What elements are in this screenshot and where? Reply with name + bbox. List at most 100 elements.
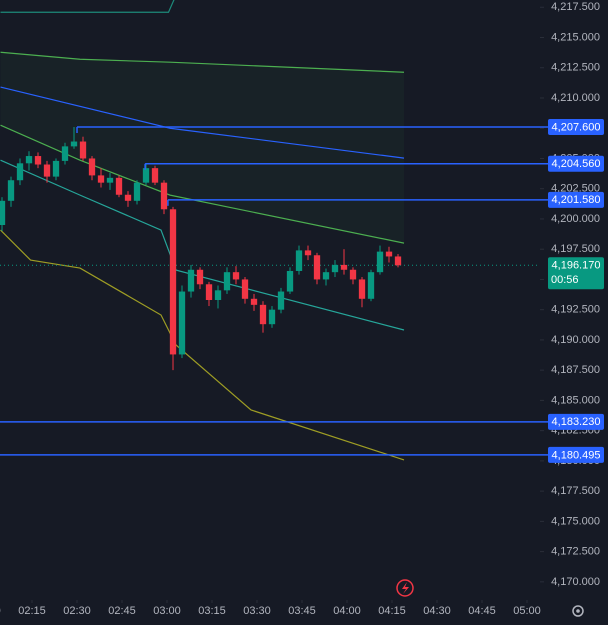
candle-body <box>250 298 258 305</box>
y-tick-label: 4,200.000 <box>551 213 600 225</box>
candle-body <box>322 272 330 280</box>
y-tick-label: 4,202.500 <box>551 183 600 195</box>
candle-body <box>349 269 357 280</box>
candle-body <box>151 168 159 183</box>
candle-body <box>340 264 348 270</box>
candle-body <box>124 194 132 201</box>
candle-body <box>367 272 375 299</box>
indicator-line <box>0 159 405 331</box>
candle-body <box>178 291 186 355</box>
settings-icon[interactable] <box>572 605 584 617</box>
candle-body <box>313 255 321 280</box>
candle-body <box>88 158 96 176</box>
countdown-label: 00:56 <box>551 274 579 286</box>
candle-body <box>79 141 87 159</box>
gear-ring <box>572 605 584 617</box>
last-price-label: 4,196.170 <box>552 260 601 272</box>
candle-body <box>52 160 60 177</box>
candle-body <box>169 209 177 355</box>
candle-body <box>331 264 339 273</box>
candle-body <box>196 269 204 285</box>
candle-body <box>232 272 240 280</box>
x-tick-label: 03:00 <box>153 605 181 617</box>
x-tick-label: 02:45 <box>108 605 136 617</box>
y-tick-label: 4,175.000 <box>551 515 600 527</box>
price-label: 4,180.495 <box>552 449 601 461</box>
indicator-line <box>0 124 405 244</box>
indicator-line <box>0 0 175 13</box>
y-tick-label: 4,190.000 <box>551 334 600 346</box>
x-tick-label: 05:00 <box>513 605 541 617</box>
price-label-box <box>548 191 604 208</box>
candle-body <box>142 168 150 183</box>
icon-ring <box>396 579 414 597</box>
y-tick-label: 4,197.500 <box>551 243 600 255</box>
y-tick-label: 4,172.500 <box>551 546 600 558</box>
candle-body <box>385 251 393 257</box>
price-label-box <box>548 119 604 136</box>
x-tick-label: 02:15 <box>18 605 46 617</box>
x-tick-label: 03:30 <box>243 605 271 617</box>
candle-body <box>277 291 285 310</box>
candle-body <box>115 177 123 195</box>
candle-body <box>106 177 114 183</box>
y-tick-label: 4,192.500 <box>551 304 600 316</box>
candle-body <box>205 284 213 300</box>
candle-body <box>268 309 276 325</box>
price-label-box <box>548 413 604 430</box>
candle-body <box>70 141 78 147</box>
candle-body <box>241 279 249 299</box>
y-tick-label: 4,187.500 <box>551 364 600 376</box>
candle-body <box>25 156 33 164</box>
candle-body <box>7 180 15 201</box>
candle-body <box>259 304 267 325</box>
x-tick-label: 04:45 <box>468 605 496 617</box>
candle-body <box>133 182 141 201</box>
indicator-line <box>0 51 405 73</box>
candle-body <box>16 163 24 181</box>
price-label: 4,201.580 <box>552 194 601 206</box>
x-tick-label: 02:30 <box>63 605 91 617</box>
indicator-line <box>0 229 405 461</box>
icon-bolt <box>402 582 409 594</box>
price-label: 4,207.600 <box>552 121 601 133</box>
last-price-box <box>548 257 604 290</box>
indicator-line <box>0 86 405 159</box>
y-tick-label: 4,177.500 <box>551 485 600 497</box>
price-label-box <box>548 155 604 172</box>
candle-body <box>376 251 384 273</box>
x-tick-label: 03:45 <box>288 605 316 617</box>
price-label: 4,204.560 <box>552 158 601 170</box>
price-label: 4,183.230 <box>552 416 601 428</box>
candle-body <box>61 146 69 161</box>
y-tick-label: 4,212.500 <box>551 62 600 74</box>
x-tick-label: 04:00 <box>333 605 361 617</box>
y-tick-label: 4,185.000 <box>551 394 600 406</box>
candle-body <box>43 164 51 177</box>
y-tick-label: 4,170.000 <box>551 576 600 588</box>
candle-body <box>97 175 105 183</box>
plot-area <box>0 0 540 461</box>
x-tick-label: 04:15 <box>378 605 406 617</box>
candle-body <box>304 250 312 256</box>
candle-body <box>187 269 195 292</box>
gear-center <box>576 609 580 613</box>
y-tick-label: 4,217.500 <box>551 1 600 13</box>
x-tick-label: 03:15 <box>198 605 226 617</box>
candle-body <box>0 200 6 225</box>
price-label-box <box>548 446 604 463</box>
lightning-icon[interactable] <box>396 579 414 597</box>
candle-body <box>394 256 402 266</box>
candle-body <box>214 290 222 300</box>
band-fill <box>0 52 405 244</box>
y-tick-label: 4,215.000 <box>551 31 600 43</box>
candle-body <box>358 279 366 299</box>
candle-body <box>286 270 294 292</box>
candle-body <box>223 272 231 291</box>
y-tick-label: 4,210.000 <box>551 92 600 104</box>
candle-body <box>295 250 303 271</box>
candle-body <box>34 156 42 165</box>
